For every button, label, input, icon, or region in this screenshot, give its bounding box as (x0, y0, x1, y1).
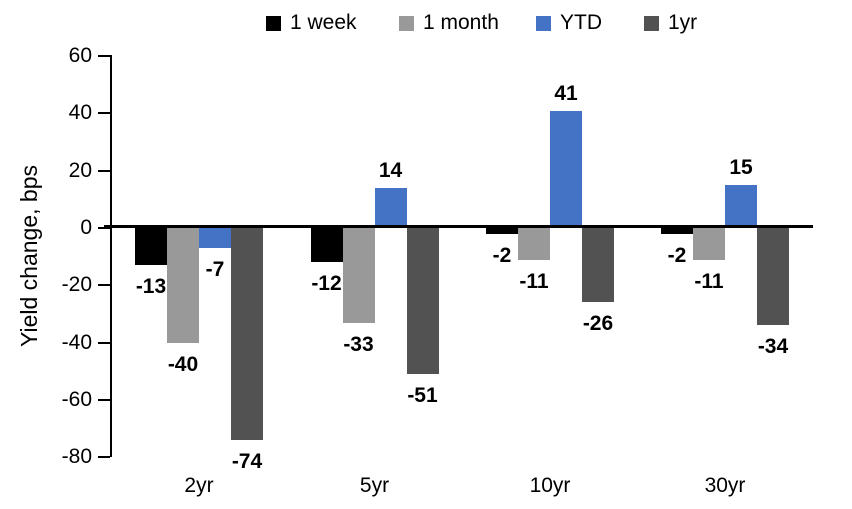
legend-label-ytd: YTD (560, 11, 602, 34)
bar-ytd-10yr (550, 110, 582, 228)
bar-value-label-1yr-5yr: -51 (407, 384, 438, 408)
bar-value-label-ytd-5yr: 14 (378, 158, 403, 182)
bar-value-label-1-month-5yr: -33 (343, 332, 374, 356)
legend-label-1-month: 1 month (423, 11, 499, 34)
y-axis-tick (98, 55, 110, 58)
y-axis-tick (98, 456, 110, 459)
bar-value-label-1-month-30yr: -11 (694, 269, 724, 293)
legend-label-1-week: 1 week (290, 11, 357, 34)
y-axis-line (110, 55, 112, 457)
y-axis-tick (98, 398, 110, 401)
x-axis-zero-line (104, 225, 813, 228)
bar-1-week-5yr (310, 228, 343, 263)
bar-value-label-1-week-10yr: -2 (492, 243, 512, 267)
y-axis-tick (98, 227, 110, 229)
y-axis-tick-label: 40 (68, 101, 92, 125)
y-axis-tick-label: 20 (68, 158, 92, 182)
y-axis-tick (98, 112, 110, 115)
bar-value-label-1-week-2yr: -13 (135, 275, 167, 299)
bar-value-label-1-week-30yr: -2 (667, 243, 687, 267)
bar-ytd-5yr (374, 187, 407, 228)
legend-item-1-week: 1 week (266, 10, 357, 36)
bar-1yr-30yr (757, 228, 789, 326)
bar-value-label-1yr-10yr: -26 (582, 312, 614, 336)
chart-legend: 1 week 1 month YTD 1yr (0, 0, 852, 40)
bar-ytd-30yr (725, 185, 757, 228)
bar-1-month-10yr (518, 228, 550, 260)
y-axis-tick-label: -60 (61, 387, 92, 411)
bar-1yr-2yr (231, 228, 263, 440)
x-axis-label-10yr: 10yr (529, 474, 571, 497)
bar-1-week-10yr (486, 228, 518, 234)
bar-1-month-30yr (693, 228, 725, 260)
legend-swatch-1yr (644, 15, 659, 31)
bar-value-label-ytd-30yr: 15 (729, 156, 753, 180)
bar-1yr-10yr (582, 228, 614, 303)
bar-value-label-1-month-10yr: -11 (519, 269, 549, 293)
bar-value-label-1yr-30yr: -34 (757, 335, 789, 359)
bar-value-label-1-month-2yr: -40 (167, 352, 199, 376)
legend-label-1yr: 1yr (668, 11, 698, 34)
y-axis-tick (98, 284, 110, 287)
legend-swatch-1-month (399, 15, 414, 31)
y-axis-tick-label: 0 (80, 216, 92, 239)
bar-1yr-5yr (406, 228, 439, 375)
y-axis-tick (98, 341, 110, 344)
bar-value-label-1-week-5yr: -12 (311, 272, 342, 296)
x-axis-label-30yr: 30yr (704, 474, 746, 497)
bar-1-month-5yr (342, 228, 375, 323)
bar-ytd-2yr (199, 228, 231, 249)
legend-item-ytd: YTD (536, 10, 602, 36)
y-axis-tick-label: -40 (61, 330, 92, 354)
y-axis-tick (98, 169, 110, 172)
bar-value-label-ytd-10yr: 41 (554, 81, 578, 105)
x-axis-label-5yr: 5yr (359, 474, 390, 497)
y-axis-tick-label: -20 (61, 273, 92, 297)
bar-1-week-30yr (661, 228, 693, 234)
legend-swatch-ytd (536, 15, 551, 31)
bar-1-week-2yr (135, 228, 167, 266)
bar-value-label-1yr-2yr: -74 (231, 450, 263, 473)
legend-item-1-month: 1 month (399, 10, 499, 36)
y-axis-tick-label: -80 (61, 445, 92, 469)
x-axis-label-2yr: 2yr (184, 474, 214, 497)
y-axis-tick-label: 60 (68, 44, 92, 68)
legend-swatch-1-week (266, 15, 281, 31)
bar-value-label-ytd-2yr: -7 (205, 258, 225, 282)
legend-item-1yr: 1yr (644, 10, 697, 36)
bar-1-month-2yr (167, 228, 199, 343)
